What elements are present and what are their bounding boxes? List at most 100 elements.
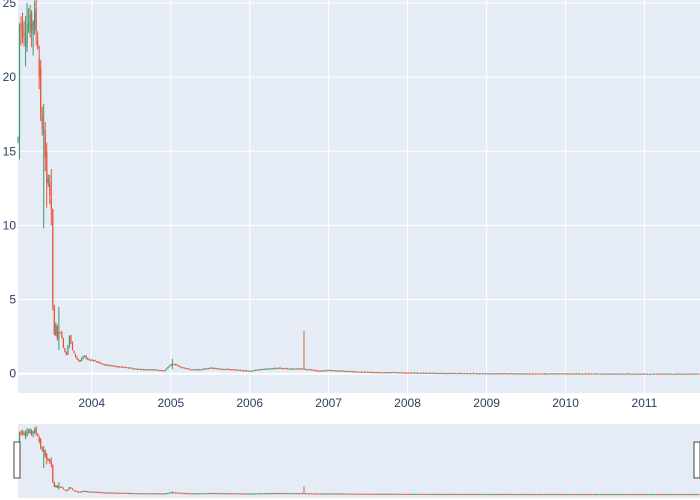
mini-candle-body (141, 493, 143, 495)
mini-candle-body (543, 493, 546, 496)
mini-candle-body (291, 493, 293, 495)
mini-candle-body (186, 493, 189, 495)
candle-body (510, 373, 512, 375)
candle-body (575, 373, 577, 375)
candle-body (571, 373, 573, 375)
mini-candle-body (646, 493, 649, 496)
candle-body (525, 373, 528, 375)
mini-candle-body (500, 493, 502, 496)
mini-candle-body (448, 493, 450, 496)
y-tick-label: 0 (9, 367, 16, 381)
candle-body (67, 345, 69, 355)
candle-body (671, 373, 673, 375)
mini-candle-body (472, 493, 475, 496)
mini-candle-body (38, 437, 40, 442)
mini-candle-body (129, 492, 131, 495)
mini-candle-body (350, 493, 352, 495)
mini-candle-body (150, 493, 152, 495)
mini-candle-body (114, 492, 116, 494)
candle-body (618, 373, 620, 375)
candle-body (604, 373, 606, 375)
candle-body (613, 373, 615, 375)
mini-candle-body (127, 492, 130, 495)
mini-candle-body (324, 493, 326, 495)
candle-body (651, 373, 653, 375)
candle-body (236, 369, 239, 371)
candle-body (435, 372, 437, 374)
rangeslider-background[interactable] (18, 424, 700, 498)
candle-body (531, 373, 534, 375)
candle-body (557, 373, 559, 375)
mini-candle-body (43, 450, 45, 452)
mini-candle-body (431, 493, 434, 496)
x-tick-label: 2011 (632, 396, 658, 410)
candle-body (282, 368, 284, 370)
main-plot-background (18, 0, 700, 393)
candle-body (248, 370, 251, 372)
candle-body (459, 372, 461, 375)
mini-candle-body (357, 493, 360, 495)
candle-body (382, 372, 384, 374)
mini-candle-body (211, 492, 213, 495)
mini-candle-body (504, 493, 506, 496)
mini-candle-body (44, 451, 46, 456)
candle-body (621, 373, 623, 375)
main-candles[interactable] (17, 0, 700, 375)
mini-candle-body (300, 493, 302, 495)
candle-body (609, 373, 611, 375)
candle-body (306, 369, 308, 371)
mini-candle-body (466, 493, 469, 496)
candle-body (230, 369, 232, 371)
candle-body (492, 373, 494, 375)
candle-body (186, 368, 189, 370)
candle-body (431, 372, 434, 374)
mini-candle-body (123, 492, 125, 494)
candle-body (80, 358, 83, 362)
mini-candle-body (483, 493, 485, 496)
mini-candle-body (146, 493, 148, 495)
mini-candle-body (674, 493, 676, 496)
candle-body (35, 8, 37, 32)
candle-body (223, 368, 225, 371)
mini-candle-body (130, 492, 133, 495)
candle-body (497, 373, 499, 375)
mini-candle-body (362, 493, 364, 495)
candle-body (606, 373, 608, 375)
candle-body (534, 373, 537, 375)
candle-body (294, 368, 296, 370)
candle-body (696, 373, 699, 375)
mini-candle-body (639, 493, 641, 496)
mini-candle-body (593, 493, 596, 496)
candle-body (501, 373, 503, 375)
candle-body (522, 373, 524, 375)
mini-candle-body (607, 493, 609, 496)
candle-body (380, 372, 382, 374)
mini-candle-body (341, 493, 343, 495)
vertical-gridlines (91, 0, 645, 393)
mini-candle-body (205, 493, 207, 495)
candle-body (280, 367, 282, 370)
candle-body (530, 373, 532, 375)
mini-candle-body (31, 429, 33, 433)
mini-candle-body (274, 492, 276, 495)
candle-body (146, 369, 148, 371)
mini-candle-body (41, 447, 43, 451)
candle-body (303, 368, 305, 370)
rangeslider-handle-left[interactable] (13, 441, 21, 479)
mini-candle-body (52, 464, 54, 482)
mini-candle-body (327, 493, 329, 495)
mini-candle-body (462, 493, 464, 496)
mini-candle-body (592, 493, 594, 496)
candle-body (448, 372, 450, 375)
x-tick-label: 2007 (315, 396, 342, 410)
mini-candle-body (475, 493, 478, 496)
candle-body (374, 372, 376, 374)
candle-body (677, 373, 679, 375)
rangeslider-handle-right[interactable] (693, 441, 700, 479)
candle-body (539, 373, 541, 375)
candle-body (326, 370, 328, 372)
mini-candle-body (273, 492, 275, 495)
mini-candle-body (498, 493, 500, 496)
candle-body (103, 364, 105, 366)
mini-candle-body (345, 493, 347, 495)
